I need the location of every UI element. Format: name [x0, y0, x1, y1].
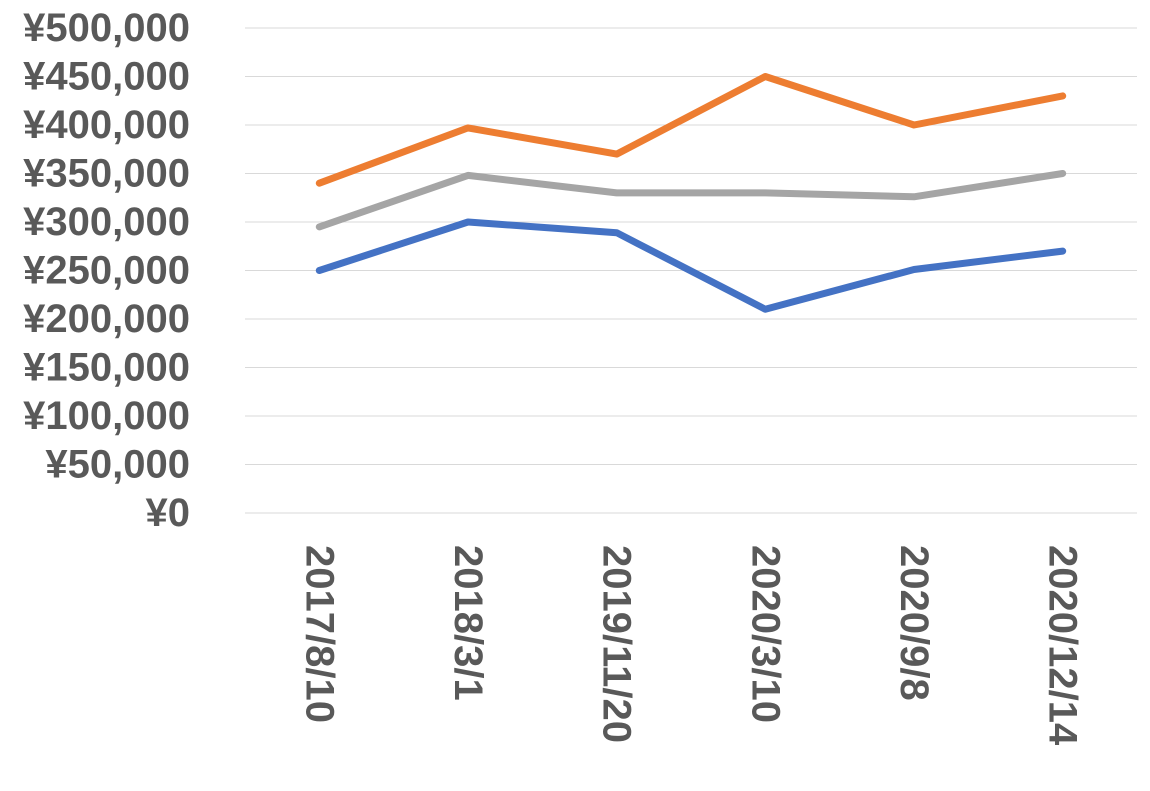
- y-tick-label: ¥0: [146, 491, 191, 535]
- y-tick-label: ¥350,000: [23, 152, 190, 196]
- x-tick-label: 2017/8/10: [297, 545, 341, 723]
- y-tick-label: ¥50,000: [45, 443, 190, 487]
- x-tick-label: 2020/9/8: [892, 545, 936, 701]
- y-tick-label: ¥400,000: [23, 103, 190, 147]
- series-line-blue: [315, 218, 1067, 313]
- y-tick-label: ¥100,000: [23, 394, 190, 438]
- x-tick-label: 2019/11/20: [595, 545, 639, 743]
- x-tick-label: 2020/12/14: [1041, 545, 1085, 746]
- y-tick-label: ¥250,000: [23, 249, 190, 293]
- x-axis-tick-labels: 2017/8/10 2018/3/1 2019/11/20 2020/3/10 2020…: [297, 545, 1084, 746]
- y-tick-label: ¥200,000: [23, 297, 190, 341]
- x-tick-label: 2018/3/1: [446, 545, 490, 701]
- y-axis-tick-labels: ¥0¥50,000 ¥100,000¥150,000 ¥200,000¥250,00…: [23, 6, 190, 535]
- y-tick-label: ¥300,000: [23, 200, 190, 244]
- y-tick-label: ¥450,000: [23, 55, 190, 99]
- x-tick-label: 2020/3/10: [743, 545, 787, 723]
- y-tick-label: ¥500,000: [23, 6, 190, 50]
- y-tick-label: ¥150,000: [23, 346, 190, 390]
- series-line-orange: [315, 73, 1067, 187]
- series-line-gray: [315, 170, 1067, 231]
- series-lines: [315, 73, 1067, 313]
